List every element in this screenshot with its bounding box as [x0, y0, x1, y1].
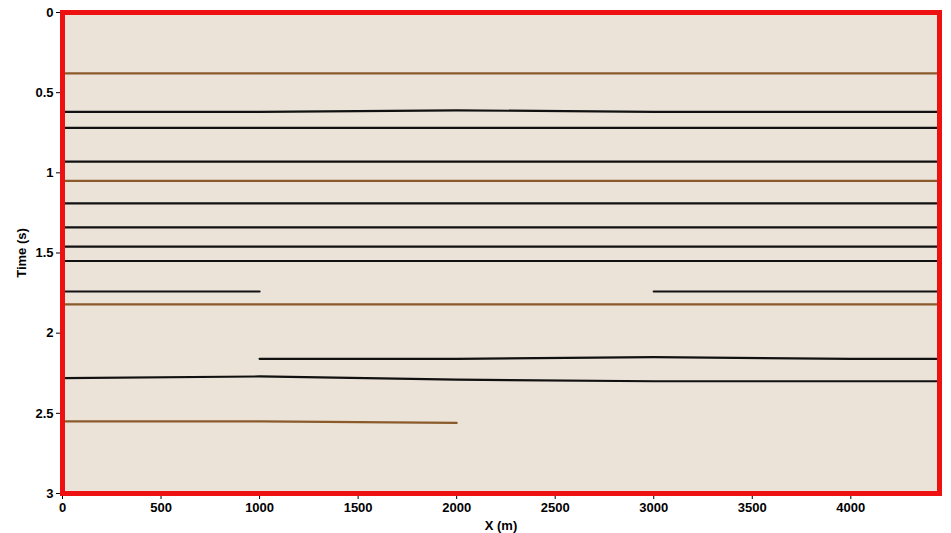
svg-text:X (m): X (m) [485, 518, 518, 533]
svg-text:4000: 4000 [836, 500, 865, 515]
svg-text:Time (s): Time (s) [14, 228, 29, 278]
svg-text:1.5: 1.5 [35, 245, 53, 260]
svg-text:2500: 2500 [541, 500, 570, 515]
svg-text:2.5: 2.5 [35, 405, 53, 420]
svg-text:3000: 3000 [639, 500, 668, 515]
svg-text:0: 0 [59, 500, 66, 515]
svg-text:3500: 3500 [738, 500, 767, 515]
svg-text:1000: 1000 [245, 500, 274, 515]
svg-text:500: 500 [150, 500, 172, 515]
svg-text:3: 3 [46, 486, 53, 501]
svg-text:0: 0 [46, 5, 53, 20]
svg-text:2: 2 [46, 325, 53, 340]
svg-text:0.5: 0.5 [35, 85, 53, 100]
svg-text:1: 1 [46, 165, 53, 180]
svg-text:1500: 1500 [344, 500, 373, 515]
svg-text:2000: 2000 [442, 500, 471, 515]
